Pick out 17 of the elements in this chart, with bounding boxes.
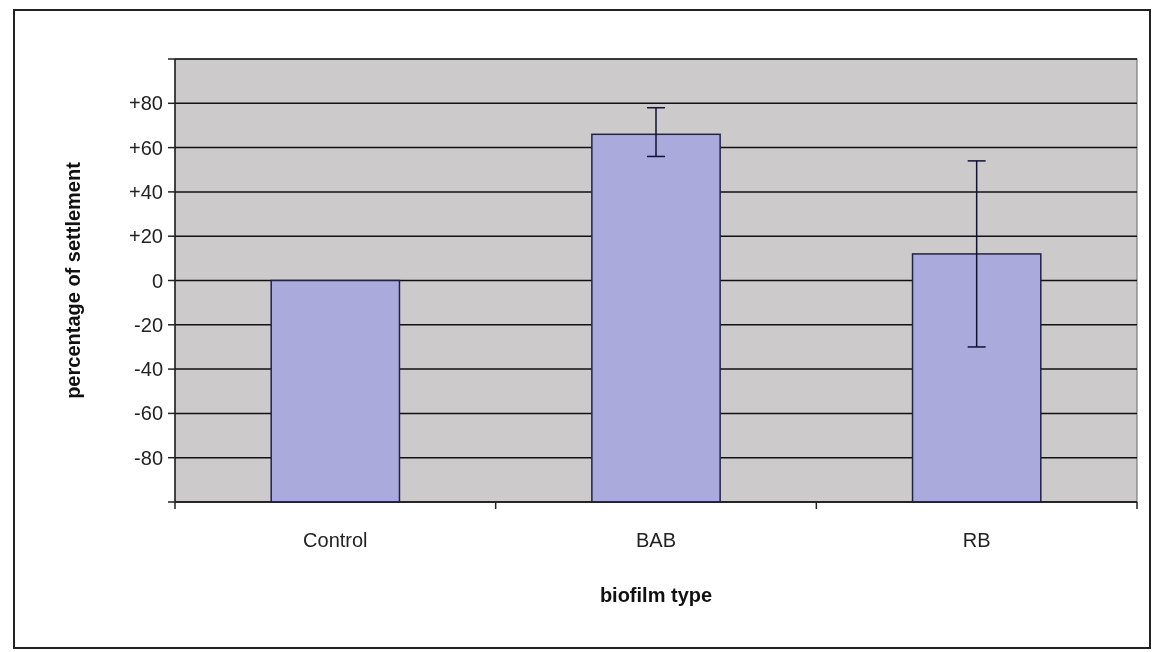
x-tick-label: Control: [303, 529, 368, 551]
y-tick-label: 0: [151, 269, 163, 292]
y-tick-label: -80: [134, 446, 163, 469]
y-tick-label: +20: [129, 225, 163, 248]
y-axis-title: percentage of settlement: [62, 161, 84, 399]
bar: [591, 133, 721, 503]
bar: [911, 253, 1042, 503]
x-tick-label: BAB: [635, 529, 677, 551]
x-axis-title: biofilm type: [599, 584, 713, 606]
bar: [270, 279, 401, 503]
y-tick-label: -60: [134, 402, 163, 425]
y-tick-label: -20: [134, 313, 163, 336]
y-tick-label: +80: [129, 92, 163, 115]
y-tick-label: -40: [134, 358, 163, 381]
x-tick-label: RB: [962, 529, 991, 551]
y-tick-label: +40: [129, 180, 163, 203]
y-tick-label: +60: [129, 136, 163, 159]
